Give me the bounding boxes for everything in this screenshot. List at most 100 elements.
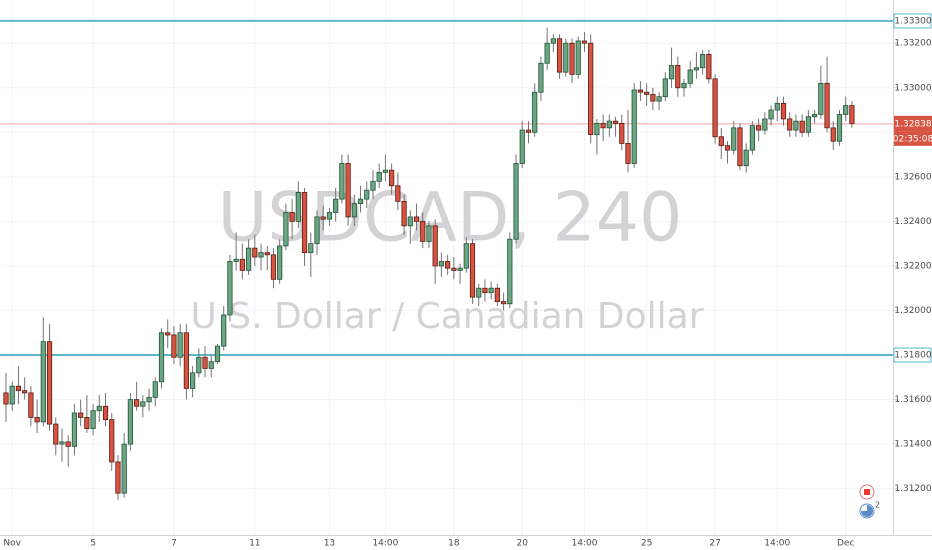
candle-body bbox=[270, 254, 277, 280]
candle-body bbox=[687, 69, 693, 84]
countdown-box bbox=[894, 131, 932, 146]
candle-body bbox=[793, 120, 799, 131]
candle-body bbox=[252, 247, 258, 258]
candle-body bbox=[345, 163, 351, 218]
candle-body bbox=[445, 261, 451, 269]
candle-body bbox=[494, 287, 500, 302]
candle-body bbox=[28, 392, 34, 418]
candle-body bbox=[165, 332, 171, 336]
candle-body bbox=[731, 127, 737, 151]
candle-body bbox=[625, 143, 631, 164]
level-label-box bbox=[893, 13, 932, 29]
candle-body bbox=[432, 225, 438, 267]
candle-body bbox=[600, 122, 606, 129]
last-price-box bbox=[894, 115, 932, 132]
candle-body bbox=[799, 120, 805, 133]
candle-body bbox=[102, 405, 109, 421]
flag-mark bbox=[864, 489, 870, 495]
candle-body bbox=[849, 105, 855, 124]
candle-body bbox=[756, 125, 762, 131]
y-tick-label: 1.33200 bbox=[894, 39, 931, 49]
x-tick-label: 14:00 bbox=[764, 539, 790, 549]
candle-body bbox=[563, 42, 569, 73]
events-badge: 2 bbox=[875, 501, 880, 510]
candle-body bbox=[22, 390, 28, 394]
candle-body bbox=[426, 225, 432, 242]
candle-body bbox=[482, 287, 488, 294]
candle-body bbox=[395, 185, 401, 202]
candle-body bbox=[724, 145, 731, 151]
candle-body bbox=[401, 200, 407, 227]
candle-body bbox=[277, 245, 283, 280]
candle-body bbox=[413, 216, 420, 222]
candle-body bbox=[843, 105, 849, 115]
candle-body bbox=[177, 332, 183, 358]
candle-body bbox=[121, 443, 127, 494]
candle-body bbox=[382, 169, 389, 173]
candle-body bbox=[631, 89, 637, 164]
candle-body bbox=[258, 252, 264, 258]
candle-body bbox=[420, 220, 426, 242]
candle-body bbox=[314, 216, 320, 245]
candle-body bbox=[556, 38, 563, 73]
candle-body bbox=[115, 461, 121, 494]
candle-body bbox=[389, 169, 395, 187]
watermark-subtitle: U.S. Dollar / Canadian Dollar bbox=[190, 296, 703, 337]
candle-body bbox=[295, 192, 301, 222]
y-tick-label: 1.32200 bbox=[894, 261, 931, 271]
plot bbox=[0, 19, 893, 500]
candle-body bbox=[152, 381, 158, 398]
candle-body bbox=[469, 243, 476, 298]
candle-body bbox=[743, 149, 749, 167]
y-tick-label: 1.32000 bbox=[894, 306, 931, 316]
candle-body bbox=[171, 334, 177, 358]
candle-body bbox=[712, 78, 718, 138]
candle-body bbox=[308, 243, 314, 253]
candle-body bbox=[134, 399, 140, 407]
candle-body bbox=[818, 82, 824, 115]
candle-body bbox=[606, 120, 612, 129]
candle-body bbox=[538, 62, 544, 93]
level-label: 1.31800 bbox=[894, 351, 931, 361]
candle-body bbox=[245, 247, 252, 271]
x-tick-label: 18 bbox=[448, 539, 460, 549]
candle-body bbox=[78, 412, 84, 418]
candle-body bbox=[594, 122, 600, 135]
x-tick-label: Dec bbox=[837, 539, 854, 549]
candle-body bbox=[581, 40, 588, 44]
candle-body bbox=[588, 42, 594, 135]
candle-body bbox=[15, 385, 22, 392]
candle-body bbox=[140, 401, 146, 407]
candle-body bbox=[146, 396, 152, 403]
candle-body bbox=[569, 42, 575, 75]
candle-body bbox=[202, 356, 208, 369]
candle-body bbox=[264, 252, 270, 256]
candle-body bbox=[364, 189, 370, 200]
candle-body bbox=[812, 114, 818, 118]
candle-body bbox=[227, 261, 233, 316]
candle-body bbox=[333, 198, 339, 213]
candle-body bbox=[513, 163, 519, 240]
y-tick-label: 1.31400 bbox=[894, 440, 931, 450]
candle-body bbox=[357, 198, 364, 204]
candle-body bbox=[301, 192, 308, 253]
last-price-label: 1.32838 bbox=[894, 119, 931, 129]
candle-body bbox=[749, 125, 756, 151]
candle-body bbox=[3, 392, 9, 405]
x-tick-label: 20 bbox=[517, 539, 529, 549]
candle-body bbox=[762, 118, 768, 131]
x-tick-label: 14:00 bbox=[372, 539, 398, 549]
candle-body bbox=[183, 332, 189, 389]
candle-body bbox=[619, 122, 625, 144]
candle-body bbox=[438, 261, 445, 267]
x-tick-label: 13 bbox=[324, 539, 335, 549]
x-tick-label: 25 bbox=[641, 539, 652, 549]
level-label-box bbox=[893, 347, 932, 363]
candle-body bbox=[644, 91, 650, 95]
candle-body bbox=[158, 332, 165, 383]
candle-body bbox=[370, 180, 376, 191]
x-tick-label: 14:00 bbox=[571, 539, 597, 549]
candle-body bbox=[326, 212, 333, 220]
